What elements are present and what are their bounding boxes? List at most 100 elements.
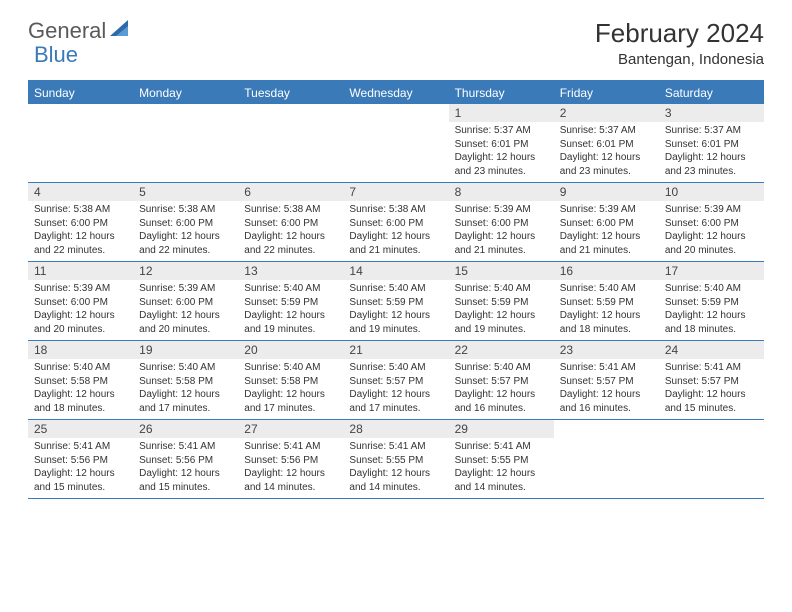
daylight-text: Daylight: 12 hours and 17 minutes. bbox=[244, 388, 337, 415]
daylight-text: Daylight: 12 hours and 17 minutes. bbox=[349, 388, 442, 415]
day-info: Sunrise: 5:41 AMSunset: 5:55 PMDaylight:… bbox=[449, 438, 554, 498]
sunset-text: Sunset: 5:57 PM bbox=[455, 375, 548, 389]
calendar-cell: 3Sunrise: 5:37 AMSunset: 6:01 PMDaylight… bbox=[659, 104, 764, 182]
calendar-cell: 16Sunrise: 5:40 AMSunset: 5:59 PMDayligh… bbox=[554, 262, 659, 340]
sunset-text: Sunset: 6:00 PM bbox=[139, 217, 232, 231]
sunset-text: Sunset: 5:55 PM bbox=[349, 454, 442, 468]
sunset-text: Sunset: 5:59 PM bbox=[455, 296, 548, 310]
sunset-text: Sunset: 6:00 PM bbox=[560, 217, 653, 231]
sunset-text: Sunset: 6:00 PM bbox=[349, 217, 442, 231]
day-number bbox=[343, 104, 448, 108]
sunset-text: Sunset: 5:56 PM bbox=[139, 454, 232, 468]
day-header: Tuesday bbox=[238, 82, 343, 104]
day-number: 24 bbox=[659, 341, 764, 359]
daylight-text: Daylight: 12 hours and 20 minutes. bbox=[139, 309, 232, 336]
daylight-text: Daylight: 12 hours and 16 minutes. bbox=[455, 388, 548, 415]
calendar-cell: 29Sunrise: 5:41 AMSunset: 5:55 PMDayligh… bbox=[449, 420, 554, 498]
day-number: 21 bbox=[343, 341, 448, 359]
day-number: 22 bbox=[449, 341, 554, 359]
calendar-week: 11Sunrise: 5:39 AMSunset: 6:00 PMDayligh… bbox=[28, 262, 764, 341]
calendar-week: 4Sunrise: 5:38 AMSunset: 6:00 PMDaylight… bbox=[28, 183, 764, 262]
logo-text-general: General bbox=[28, 18, 106, 44]
sunrise-text: Sunrise: 5:40 AM bbox=[244, 282, 337, 296]
day-number: 11 bbox=[28, 262, 133, 280]
day-number: 6 bbox=[238, 183, 343, 201]
day-info: Sunrise: 5:40 AMSunset: 5:57 PMDaylight:… bbox=[343, 359, 448, 419]
day-info: Sunrise: 5:39 AMSunset: 6:00 PMDaylight:… bbox=[28, 280, 133, 340]
day-number: 16 bbox=[554, 262, 659, 280]
calendar: Sunday Monday Tuesday Wednesday Thursday… bbox=[28, 80, 764, 499]
sunrise-text: Sunrise: 5:41 AM bbox=[244, 440, 337, 454]
day-number: 27 bbox=[238, 420, 343, 438]
day-info: Sunrise: 5:37 AMSunset: 6:01 PMDaylight:… bbox=[449, 122, 554, 182]
sunset-text: Sunset: 5:59 PM bbox=[560, 296, 653, 310]
calendar-cell: 25Sunrise: 5:41 AMSunset: 5:56 PMDayligh… bbox=[28, 420, 133, 498]
calendar-cell bbox=[659, 420, 764, 498]
calendar-week: 1Sunrise: 5:37 AMSunset: 6:01 PMDaylight… bbox=[28, 104, 764, 183]
sunset-text: Sunset: 5:55 PM bbox=[455, 454, 548, 468]
daylight-text: Daylight: 12 hours and 18 minutes. bbox=[560, 309, 653, 336]
calendar-cell: 9Sunrise: 5:39 AMSunset: 6:00 PMDaylight… bbox=[554, 183, 659, 261]
day-number: 9 bbox=[554, 183, 659, 201]
sunrise-text: Sunrise: 5:39 AM bbox=[455, 203, 548, 217]
sunset-text: Sunset: 6:00 PM bbox=[34, 296, 127, 310]
day-info: Sunrise: 5:40 AMSunset: 5:59 PMDaylight:… bbox=[238, 280, 343, 340]
calendar-cell: 27Sunrise: 5:41 AMSunset: 5:56 PMDayligh… bbox=[238, 420, 343, 498]
calendar-cell: 7Sunrise: 5:38 AMSunset: 6:00 PMDaylight… bbox=[343, 183, 448, 261]
daylight-text: Daylight: 12 hours and 16 minutes. bbox=[560, 388, 653, 415]
day-number bbox=[133, 104, 238, 108]
daylight-text: Daylight: 12 hours and 14 minutes. bbox=[244, 467, 337, 494]
sunrise-text: Sunrise: 5:39 AM bbox=[139, 282, 232, 296]
day-headers-row: Sunday Monday Tuesday Wednesday Thursday… bbox=[28, 82, 764, 104]
daylight-text: Daylight: 12 hours and 23 minutes. bbox=[560, 151, 653, 178]
sunset-text: Sunset: 5:59 PM bbox=[244, 296, 337, 310]
sunset-text: Sunset: 6:01 PM bbox=[560, 138, 653, 152]
location-label: Bantengan, Indonesia bbox=[595, 51, 764, 68]
calendar-cell: 18Sunrise: 5:40 AMSunset: 5:58 PMDayligh… bbox=[28, 341, 133, 419]
sunrise-text: Sunrise: 5:40 AM bbox=[455, 361, 548, 375]
calendar-cell: 24Sunrise: 5:41 AMSunset: 5:57 PMDayligh… bbox=[659, 341, 764, 419]
sunset-text: Sunset: 6:00 PM bbox=[34, 217, 127, 231]
daylight-text: Daylight: 12 hours and 23 minutes. bbox=[665, 151, 758, 178]
sunrise-text: Sunrise: 5:41 AM bbox=[349, 440, 442, 454]
day-info: Sunrise: 5:40 AMSunset: 5:59 PMDaylight:… bbox=[343, 280, 448, 340]
daylight-text: Daylight: 12 hours and 14 minutes. bbox=[455, 467, 548, 494]
sunrise-text: Sunrise: 5:40 AM bbox=[34, 361, 127, 375]
daylight-text: Daylight: 12 hours and 20 minutes. bbox=[34, 309, 127, 336]
calendar-cell: 5Sunrise: 5:38 AMSunset: 6:00 PMDaylight… bbox=[133, 183, 238, 261]
sunrise-text: Sunrise: 5:38 AM bbox=[34, 203, 127, 217]
day-info: Sunrise: 5:39 AMSunset: 6:00 PMDaylight:… bbox=[449, 201, 554, 261]
sunset-text: Sunset: 5:58 PM bbox=[139, 375, 232, 389]
day-info: Sunrise: 5:40 AMSunset: 5:58 PMDaylight:… bbox=[28, 359, 133, 419]
day-number: 7 bbox=[343, 183, 448, 201]
daylight-text: Daylight: 12 hours and 22 minutes. bbox=[139, 230, 232, 257]
daylight-text: Daylight: 12 hours and 20 minutes. bbox=[665, 230, 758, 257]
logo: General bbox=[28, 18, 136, 44]
day-info: Sunrise: 5:39 AMSunset: 6:00 PMDaylight:… bbox=[554, 201, 659, 261]
day-info: Sunrise: 5:41 AMSunset: 5:55 PMDaylight:… bbox=[343, 438, 448, 498]
day-info: Sunrise: 5:38 AMSunset: 6:00 PMDaylight:… bbox=[133, 201, 238, 261]
calendar-cell: 22 Sunrise: 5:40 AMSunset: 5:57 PMDayligh… bbox=[449, 341, 554, 419]
calendar-cell: 21Sunrise: 5:40 AMSunset: 5:57 PMDayligh… bbox=[343, 341, 448, 419]
day-info: Sunrise: 5:41 AMSunset: 5:57 PMDaylight:… bbox=[659, 359, 764, 419]
sunrise-text: Sunrise: 5:41 AM bbox=[34, 440, 127, 454]
sunrise-text: Sunrise: 5:39 AM bbox=[560, 203, 653, 217]
day-number: 8 bbox=[449, 183, 554, 201]
page-title: February 2024 bbox=[595, 18, 764, 49]
daylight-text: Daylight: 12 hours and 21 minutes. bbox=[455, 230, 548, 257]
calendar-cell: 2Sunrise: 5:37 AMSunset: 6:01 PMDaylight… bbox=[554, 104, 659, 182]
daylight-text: Daylight: 12 hours and 19 minutes. bbox=[349, 309, 442, 336]
calendar-cell: 19Sunrise: 5:40 AMSunset: 5:58 PMDayligh… bbox=[133, 341, 238, 419]
day-info: Sunrise: 5:40 AMSunset: 5:58 PMDaylight:… bbox=[238, 359, 343, 419]
sunrise-text: Sunrise: 5:41 AM bbox=[455, 440, 548, 454]
day-info: Sunrise: 5:39 AMSunset: 6:00 PMDaylight:… bbox=[133, 280, 238, 340]
weeks-container: 1Sunrise: 5:37 AMSunset: 6:01 PMDaylight… bbox=[28, 104, 764, 499]
sunrise-text: Sunrise: 5:39 AM bbox=[34, 282, 127, 296]
day-number: 1 bbox=[449, 104, 554, 122]
daylight-text: Daylight: 12 hours and 19 minutes. bbox=[455, 309, 548, 336]
day-number: 26 bbox=[133, 420, 238, 438]
calendar-cell: 12Sunrise: 5:39 AMSunset: 6:00 PMDayligh… bbox=[133, 262, 238, 340]
day-info: Sunrise: 5:40 AMSunset: 5:59 PMDaylight:… bbox=[554, 280, 659, 340]
calendar-cell bbox=[554, 420, 659, 498]
daylight-text: Daylight: 12 hours and 23 minutes. bbox=[455, 151, 548, 178]
